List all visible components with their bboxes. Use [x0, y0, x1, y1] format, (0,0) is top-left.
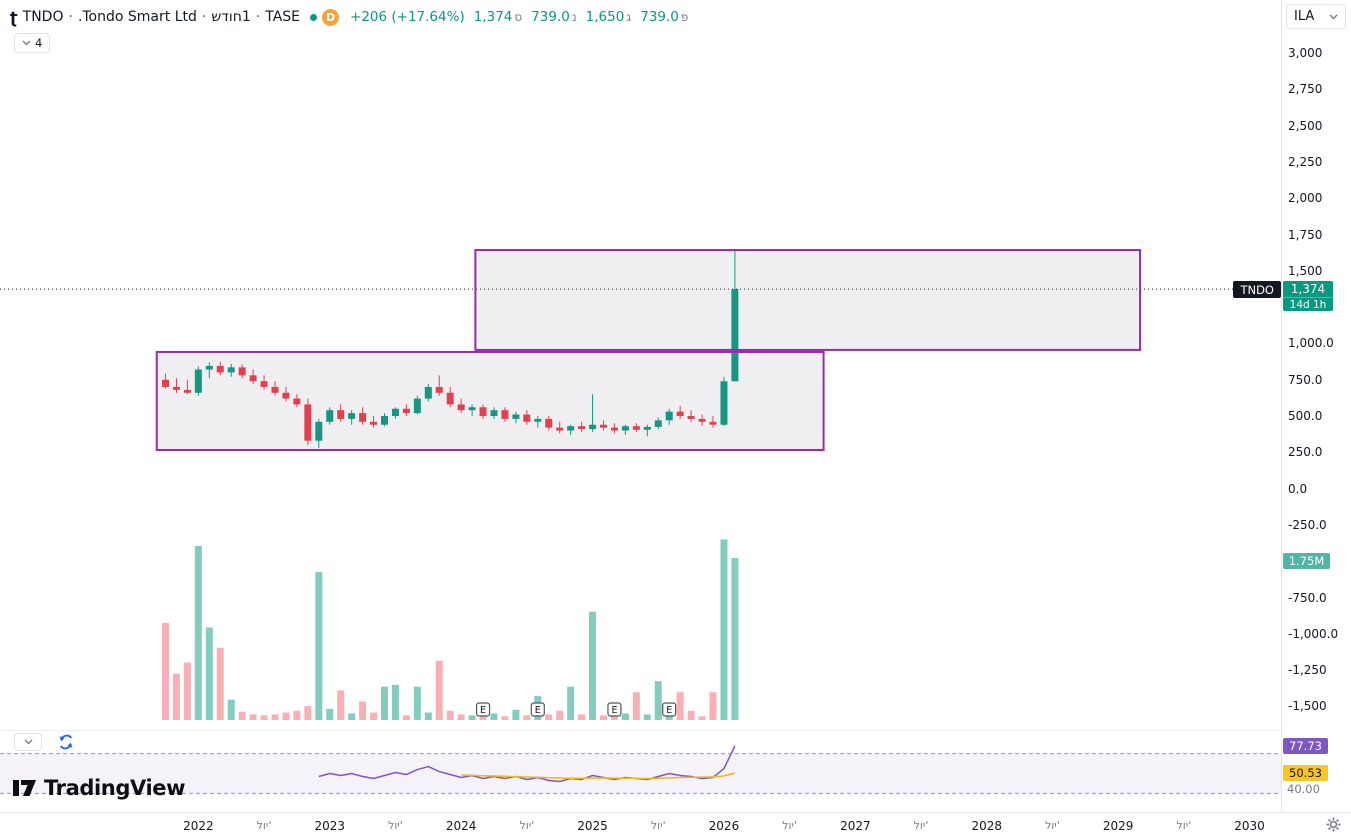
rsi-band	[0, 753, 1281, 794]
symbol-price-label: TNDO	[1233, 281, 1281, 298]
currency-dropdown[interactable]: ILA	[1286, 4, 1346, 29]
price-axis-label: 2,750	[1288, 82, 1323, 97]
current-price-badge: 1,374 14d 1h	[1283, 281, 1333, 311]
svg-text:E: E	[611, 705, 617, 716]
candlestick-series	[162, 249, 739, 448]
chevron-down-icon	[22, 40, 31, 46]
bar-countdown: 14d 1h	[1283, 297, 1333, 311]
rsi-ma-value-badge: 50.53	[1283, 765, 1328, 781]
ohlc-open: 739.0 פ	[640, 9, 689, 25]
object-tree-chip[interactable]: 4	[14, 33, 51, 53]
currency-value: ILA	[1294, 9, 1315, 24]
tradingview-watermark[interactable]: TradingView	[12, 776, 185, 800]
time-axis-label: 2026	[708, 819, 740, 833]
symbol-name[interactable]: TNDO	[22, 9, 64, 25]
time-axis-label: יול'	[388, 819, 403, 832]
price-axis-label: 1,500	[1288, 263, 1323, 278]
watermark-text: TradingView	[44, 776, 186, 800]
price-axis[interactable]: 3,000 2,750 2,500 2,250 2,000 1,750 1,500 1,000…	[1281, 0, 1351, 812]
time-axis-label: יול'	[650, 819, 666, 832]
ohlc-close: 1,374 ס	[473, 9, 523, 25]
rsi-axis-label: 40.00	[1287, 782, 1320, 796]
price-change: +206 (+17.64%)	[350, 9, 465, 25]
time-axis-label: יול'	[1045, 819, 1060, 832]
rsi-line	[318, 745, 736, 783]
svg-text:E: E	[666, 705, 672, 716]
price-axis-label: 500.0	[1288, 409, 1323, 423]
rectangle-drawing-2[interactable]	[155, 350, 825, 451]
tradingview-logo-icon	[13, 780, 36, 796]
price-axis-label: 3,000	[1288, 46, 1323, 60]
svg-text:E: E	[480, 705, 486, 716]
time-axis-label: יול'	[913, 819, 929, 832]
price-axis-label: 2,250	[1288, 154, 1323, 169]
time-axis[interactable]: 2022 יול' 2023 יול' 2024 יול' 2025 יול' 2026 יול'…	[0, 812, 1351, 838]
market-status-dot	[310, 13, 318, 21]
time-axis-label: יול'	[519, 819, 535, 832]
volume-badge: 1.75M	[1283, 553, 1330, 569]
price-axis-label: 2,500	[1288, 118, 1323, 133]
indicator-pane-collapse-chip[interactable]	[14, 733, 42, 751]
earnings-marker[interactable]: E	[607, 702, 622, 717]
company-name: .Tondo Smart Ltd	[77, 9, 197, 25]
time-axis-label: 2023	[314, 819, 346, 833]
earnings-marker[interactable]: E	[662, 702, 677, 717]
delayed-data-badge[interactable]: D	[322, 8, 340, 26]
chevron-down-icon	[24, 739, 32, 745]
price-axis-label: 250.0	[1288, 445, 1323, 460]
time-axis-label: 2025	[577, 819, 608, 833]
time-axis-label: 2027	[840, 819, 871, 833]
price-axis-label: 0.0	[1288, 481, 1308, 496]
price-axis-label: -1,500	[1288, 699, 1327, 714]
refresh-icon[interactable]	[57, 733, 75, 751]
volume-series	[162, 539, 739, 720]
price-axis-label: -750.0	[1288, 590, 1327, 605]
timeframe-label[interactable]: שדוח1	[211, 9, 251, 25]
exchange-name: TASE	[265, 9, 301, 25]
time-axis-label: 2030	[1234, 819, 1265, 833]
time-axis-label: 2022	[183, 819, 214, 833]
earnings-marker[interactable]: E	[475, 702, 491, 717]
time-axis-label: יול'	[256, 819, 272, 832]
symbol-logo-icon: ʈ	[10, 7, 18, 27]
time-axis-label: יול'	[1176, 819, 1192, 832]
earnings-marker[interactable]: E	[530, 702, 545, 717]
time-axis-label: יול'	[782, 819, 798, 832]
svg-text:E: E	[535, 705, 541, 716]
price-axis-label: -1,000.0	[1288, 626, 1339, 641]
chevron-down-icon	[1329, 14, 1338, 19]
symbol-header: ʈ TNDO · .Tondo Smart Ltd · שדוח1 · TASE…	[10, 6, 688, 28]
time-axis-label: 2029	[1102, 819, 1134, 833]
rectangle-drawing-1[interactable]	[474, 249, 1142, 351]
ohlc-high: 1,650 ג	[585, 9, 632, 25]
price-axis-label: 1,750	[1288, 227, 1323, 242]
rsi-ma-line	[461, 772, 736, 780]
separator-dot: ·	[68, 9, 73, 25]
separator-dot: ·	[255, 9, 261, 25]
rsi-value-badge: 77.73	[1283, 738, 1328, 754]
price-axis-label: 750.0	[1288, 372, 1323, 387]
price-axis-label: 2,000	[1288, 191, 1323, 206]
time-axis-label: 2028	[971, 819, 1003, 833]
time-axis-label: 2024	[445, 819, 477, 833]
ohlc-low: 739.0 נ	[531, 9, 577, 25]
price-axis-label: -1,250	[1288, 663, 1327, 678]
price-axis-label: 1,000.0	[1288, 336, 1334, 351]
object-count: 4	[35, 36, 43, 50]
separator-dot: ·	[201, 9, 207, 25]
price-axis-label: -250.0	[1288, 517, 1327, 532]
current-price-value: 1,374	[1283, 281, 1333, 297]
gear-icon[interactable]	[1326, 817, 1341, 832]
